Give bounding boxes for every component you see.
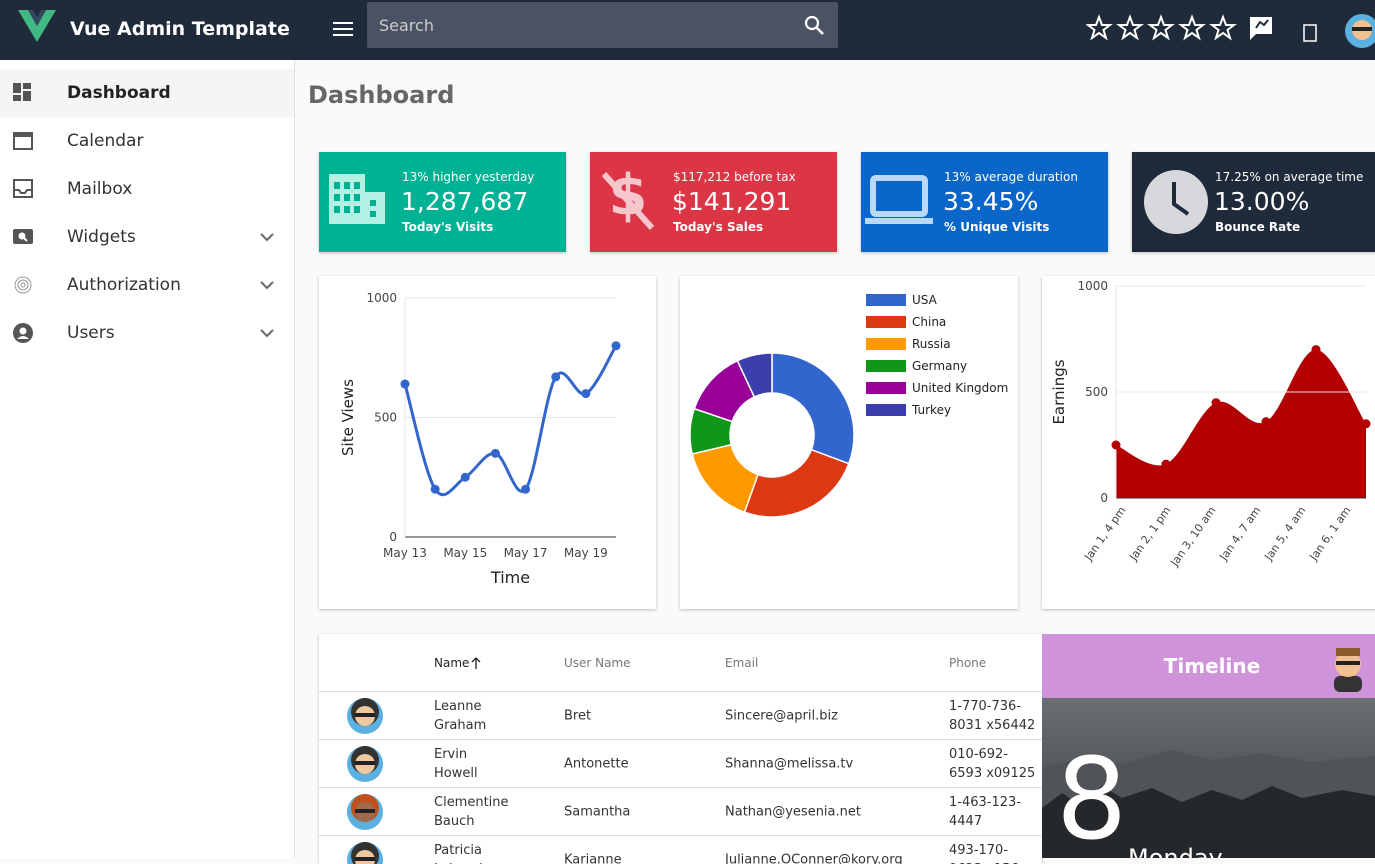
point [491,449,500,458]
legend-label: China [912,315,946,329]
y-tick-label: 0 [1100,491,1108,505]
table-cell: Leanne Graham [434,697,514,735]
legend-label: Russia [912,337,951,351]
legend-swatch [866,382,906,394]
table-cell: 1-463-123-4447 [949,793,1039,831]
legend-swatch [866,316,906,328]
legend-swatch [866,294,906,306]
pie-slice [744,450,848,517]
y-tick-label: 1000 [366,291,397,305]
x-tick-label: May 15 [443,546,487,560]
table-cell: Julianne.OConner@kory.org [725,851,945,864]
y-tick-label: 0 [389,530,397,544]
table-cell: Nathan@yesenia.net [725,803,945,822]
x-tick-label: Jan 6, 1 am [1306,504,1353,563]
x-tick-label: Jan 5, 4 am [1261,504,1308,563]
charts-layer: 0 500 1000 May 13 May 15 May 17 May 19 Time Site… [0,0,1375,640]
point [551,372,560,381]
point [1312,345,1321,354]
table-cell: Patricia Lebsack [434,841,514,864]
column-header[interactable]: User Name [564,656,631,670]
x-axis-label: Time [490,568,530,587]
y-tick-label: 500 [374,411,397,425]
x-tick-label: Jan 4, 7 am [1216,504,1263,563]
y-tick-label: 500 [1085,385,1108,399]
avatar-glasses [355,809,375,813]
point [1112,441,1121,450]
table-cell: Sincere@april.biz [725,707,945,726]
point [612,341,621,350]
table-cell: 1-770-736-8031 x56442 [949,697,1039,735]
avatar-hair [1336,648,1360,656]
x-tick-label: May 13 [383,546,427,560]
timeline-header: Timeline [1042,634,1375,698]
avatar-body [1334,676,1362,692]
point [1212,398,1221,407]
avatar-glasses [355,713,375,717]
legend-swatch [866,360,906,372]
avatar-glasses [1336,661,1360,665]
legend-label: USA [912,293,938,307]
area [1116,350,1366,498]
table-cell: Bret [564,707,704,726]
row-avatar [345,696,385,736]
row-avatar [345,840,385,864]
y-tick-label: 1000 [1077,279,1108,293]
table-cell: Samantha [564,803,704,822]
table-cell: 493-170-9623 x156 [949,841,1039,864]
point [401,380,410,389]
column-header[interactable]: Name [434,656,469,670]
avatar-glasses [355,761,375,765]
y-axis-label: Site Views [339,379,357,456]
y-axis-label: Earnings [1050,359,1068,424]
column-header[interactable]: Phone [949,656,986,670]
timeline-day: 8 [1056,744,1127,856]
x-tick-label: May 17 [504,546,548,560]
x-tick-label: Jan 2, 1 pm [1126,504,1173,564]
x-tick-label: Jan 3, 10 am [1167,504,1218,569]
row-avatar [345,744,385,784]
timeline-weekday: Monday [1128,844,1223,858]
legend-label: Germany [912,359,967,373]
point [1262,417,1271,426]
legend-swatch [866,338,906,350]
x-tick-label: May 19 [564,546,608,560]
timeline-avatar [1328,642,1368,692]
line [405,346,616,495]
table-cell: Clementine Bauch [434,793,514,831]
point [1162,460,1171,469]
users-table: Name User Name Email Phone Leanne Graham Bret… [319,634,1042,864]
arrow [472,658,480,669]
point [1362,419,1371,428]
pie-slice [772,353,854,464]
pie-slice [692,445,758,513]
timeline-title: Timeline [1042,654,1375,678]
row-avatar [345,792,385,832]
table-row[interactable]: Patricia Lebsack Karianne Julianne.OConner… [319,835,1042,864]
column-header[interactable]: Email [725,656,758,670]
point [521,485,530,494]
table-row[interactable]: Clementine Bauch Samantha Nathan@yesenia.n… [319,787,1042,836]
x-tick-label: Jan 1, 4 pm [1081,504,1128,564]
legend-label: United Kingdom [912,381,1008,395]
legend-label: Turkey [911,403,951,417]
table-cell: Karianne [564,851,704,864]
legend-swatch [866,404,906,416]
timeline-card: Timeline 8 Monday [1042,634,1375,858]
table-cell: Ervin Howell [434,745,514,783]
table-cell: Shanna@melissa.tv [725,755,945,774]
sort-arrow [471,657,481,669]
point [581,389,590,398]
table-cell: Antonette [564,755,704,774]
point [461,473,470,482]
table-cell: 010-692-6593 x09125 [949,745,1039,783]
point [431,485,440,494]
